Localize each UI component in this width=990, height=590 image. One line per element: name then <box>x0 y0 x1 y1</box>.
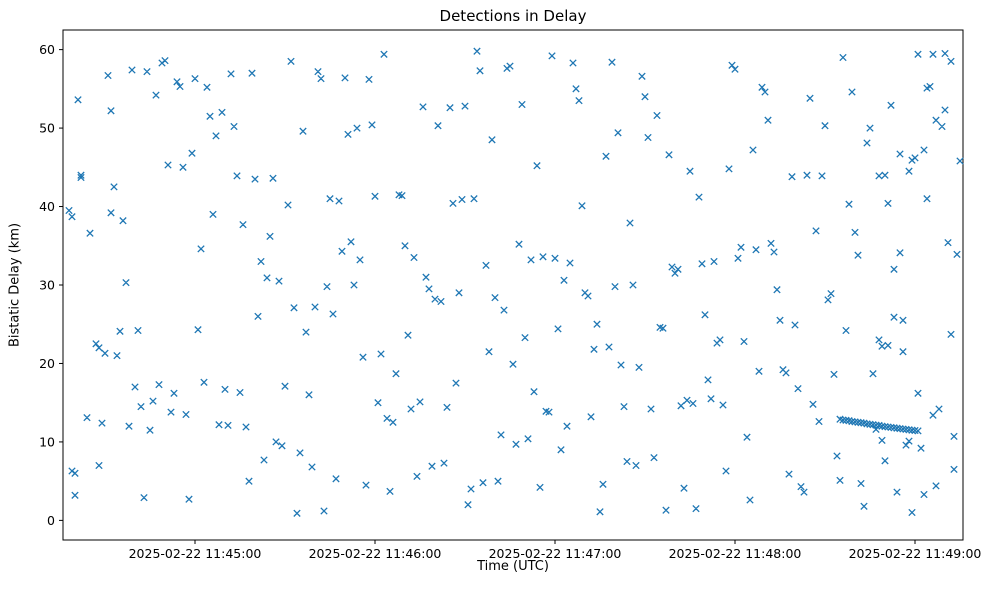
y-tick-label: 40 <box>39 199 55 214</box>
y-tick-label: 50 <box>39 121 55 136</box>
y-tick-label: 30 <box>39 278 55 293</box>
x-tick-label: 2025-02-22 11:48:00 <box>669 546 802 561</box>
scatter-points <box>65 47 964 517</box>
x-tick-label: 2025-02-22 11:46:00 <box>309 546 442 561</box>
y-tick-label: 0 <box>47 513 55 528</box>
x-tick-label: 2025-02-22 11:47:00 <box>489 546 622 561</box>
chart-title: Detections in Delay <box>439 7 587 25</box>
y-tick-label: 10 <box>39 434 55 449</box>
x-axis-label: Time (UTC) <box>477 559 549 574</box>
y-tick-label: 60 <box>39 42 55 57</box>
x-tick-label: 2025-02-22 11:45:00 <box>129 546 262 561</box>
axes-frame <box>62 29 964 541</box>
y-tick-label: 20 <box>39 356 55 371</box>
x-tick-label: 2025-02-22 11:49:00 <box>849 546 982 561</box>
